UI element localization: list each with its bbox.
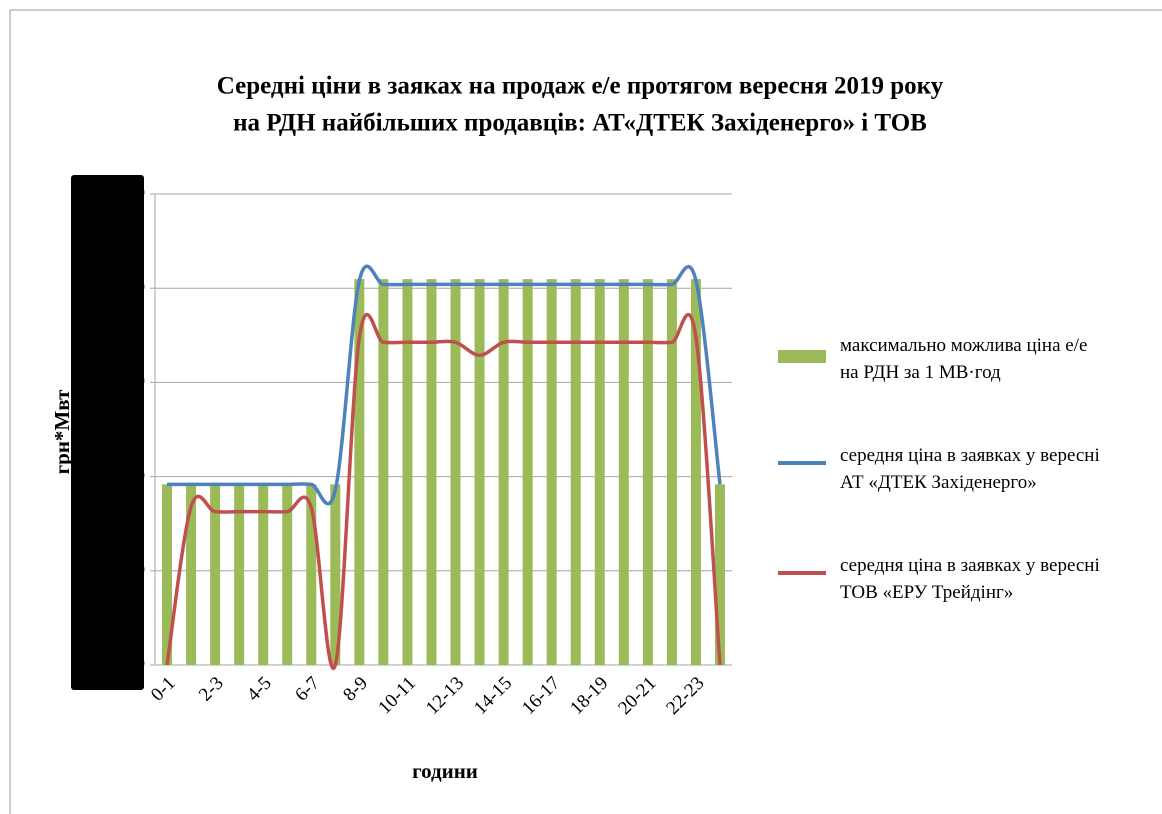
- chart-title: Середні ціни в заяках на продаж е/е прот…: [217, 73, 944, 100]
- x-tick-label: 4-5: [243, 673, 276, 706]
- bar: [666, 279, 677, 665]
- bar: [186, 484, 197, 665]
- bar: [282, 484, 293, 665]
- bar: [450, 279, 461, 665]
- bar: [378, 279, 389, 665]
- bar: [570, 279, 581, 665]
- x-tick-label: 12-13: [422, 673, 468, 719]
- legend-label: середня ціна в заявках у вересні ТОВ «ЕР…: [840, 555, 1100, 603]
- bar: [162, 484, 173, 665]
- line: [165, 313, 722, 671]
- x-tick-label: 20-21: [614, 673, 660, 719]
- x-tick-label: 2-3: [195, 673, 228, 706]
- redaction: [71, 175, 144, 690]
- bar: [210, 484, 221, 665]
- chart-subtitle: на РДН найбільших продавців: АТ«ДТЕК Зах…: [233, 110, 927, 137]
- legend-item: середня ціна в заявках у вересні ТОВ «ЕР…: [778, 552, 1100, 662]
- bar: [354, 279, 365, 665]
- bar: [330, 484, 341, 665]
- line: [167, 264, 722, 506]
- y-axis-label: грн*Мвт: [50, 389, 74, 474]
- x-tick-label: 16-17: [518, 673, 564, 719]
- bar: [426, 279, 437, 665]
- x-tick-label: 18-19: [566, 673, 612, 719]
- bar: [690, 279, 701, 665]
- bar: [234, 484, 245, 665]
- bar: [642, 279, 653, 665]
- bar: [546, 279, 557, 665]
- legend-key: [778, 571, 826, 575]
- bar: [522, 279, 533, 665]
- legend-label: максимально можлива ціна е/е на РДН за 1…: [840, 335, 1088, 383]
- x-tick-label: 10-11: [374, 673, 420, 719]
- bar: [402, 279, 413, 665]
- plot: 050010001500200025000-12-34-56-78-910-11…: [113, 185, 732, 719]
- legend-key: [778, 350, 826, 363]
- bar: [474, 279, 485, 665]
- x-tick-label: 14-15: [470, 673, 516, 719]
- x-tick-label: 22-23: [662, 673, 708, 719]
- bar: [306, 484, 317, 665]
- bar: [618, 279, 629, 665]
- x-tick-label: 0-1: [147, 673, 180, 706]
- legend-label: середня ціна в заявках у вересні АТ «ДТЕ…: [840, 445, 1100, 493]
- bar: [498, 279, 509, 665]
- legend: максимально можлива ціна е/е на РДН за 1…: [778, 332, 1100, 662]
- legend-item: середня ціна в заявках у вересні АТ «ДТЕ…: [778, 442, 1100, 552]
- x-tick-label: 8-9: [339, 673, 372, 706]
- bar: [714, 484, 725, 665]
- legend-item: максимально можлива ціна е/е на РДН за 1…: [778, 332, 1087, 442]
- legend-key: [778, 461, 826, 465]
- bar: [258, 484, 269, 665]
- x-tick-label: 6-7: [291, 673, 324, 706]
- bar: [594, 279, 605, 665]
- x-axis-label: години: [412, 759, 478, 783]
